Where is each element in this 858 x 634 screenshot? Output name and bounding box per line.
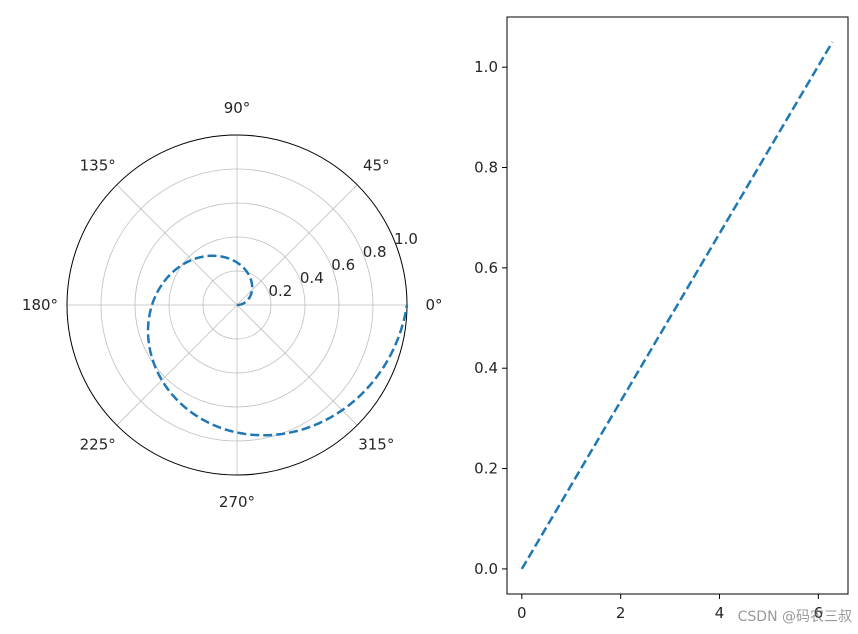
r-tick-label: 1.0 [394, 230, 418, 248]
theta-tick-labels: 0° 45° 90° 135° 180° 225° 270° 315° [22, 99, 443, 511]
polar-grid [67, 135, 407, 475]
theta-tick-label: 90° [224, 99, 251, 117]
y-tick-label: 0.4 [474, 359, 498, 377]
theta-tick-label: 0° [425, 296, 442, 314]
r-tick-labels: 0.2 0.4 0.6 0.8 1.0 [268, 230, 418, 300]
y-tick-label: 0.0 [474, 560, 498, 578]
theta-grid-line [236, 184, 358, 306]
x-tick-label: 0 [517, 604, 527, 622]
theta-grid-line [116, 304, 238, 426]
r-tick-label: 0.8 [363, 243, 387, 261]
theta-tick-label: 180° [22, 296, 58, 314]
theta-tick-label: 270° [219, 493, 255, 511]
cartesian-frame [506, 16, 849, 595]
y-tick-label: 1.0 [474, 58, 498, 76]
cartesian-series-line [520, 41, 834, 570]
theta-grid-line [116, 184, 238, 306]
theta-tick-label: 225° [80, 435, 116, 453]
x-tick-label: 4 [715, 604, 725, 622]
y-tick-label: 0.2 [474, 460, 498, 478]
r-tick-label: 0.4 [300, 269, 324, 287]
x-tick-label: 6 [814, 604, 824, 622]
x-axis-ticks: 0 2 4 6 [517, 594, 823, 622]
y-axis-ticks: 0.0 0.2 0.4 0.6 0.8 1.0 [474, 58, 507, 578]
watermark: CSDN @码农三叔 [737, 609, 852, 625]
theta-grid-line [236, 304, 358, 426]
polar-series-line [146, 254, 409, 437]
theta-tick-label: 315° [358, 435, 394, 453]
y-tick-label: 0.8 [474, 159, 498, 177]
r-tick-label: 0.6 [331, 256, 355, 274]
x-tick-label: 2 [616, 604, 626, 622]
polar-plot: 0°45°90°135°180°225°270°315° 0.20.40.60.… [22, 99, 443, 511]
cartesian-plot: 0 2 4 6 0.0 0.2 0.4 0.6 0.8 1.0 [474, 16, 849, 622]
y-tick-label: 0.6 [474, 259, 498, 277]
r-tick-label: 0.2 [268, 282, 292, 300]
theta-tick-label: 45° [363, 157, 390, 175]
theta-tick-label: 135° [80, 157, 116, 175]
